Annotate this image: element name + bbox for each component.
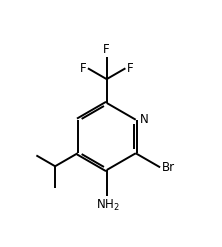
- Text: F: F: [127, 62, 134, 75]
- Text: F: F: [103, 43, 110, 56]
- Text: N: N: [140, 113, 148, 126]
- Text: F: F: [79, 62, 86, 75]
- Text: NH$_2$: NH$_2$: [96, 198, 120, 213]
- Text: Br: Br: [162, 161, 175, 174]
